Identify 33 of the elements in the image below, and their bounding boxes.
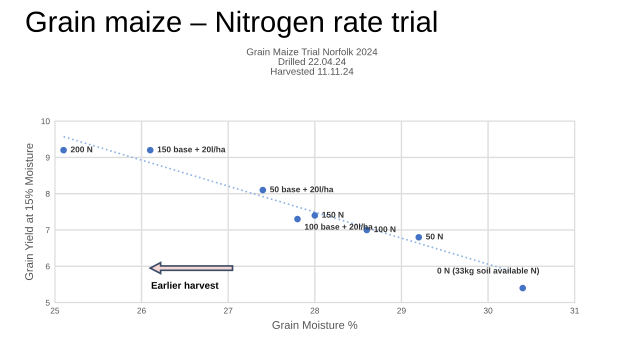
x-tick-label: 29: [397, 308, 406, 314]
annotation: 100 N: [374, 226, 396, 232]
x-tick-label: 30: [484, 308, 492, 314]
chart-title: Grain maize – Nitrogen rate trial: [26, 10, 436, 38]
y-tick-label: 7: [46, 227, 50, 234]
x-tick-label: 26: [137, 308, 146, 314]
annotation: 100 base + 20l/ha: [304, 224, 373, 230]
x-tick-label: 28: [310, 308, 320, 314]
chart-subtitle: Grain Maize Trial Norfolk 2024 Drilled 22.04.24 Harvested 11.11.24: [246, 48, 378, 75]
y-tick-label: 5: [46, 300, 50, 306]
y-tick-label: 6: [46, 263, 50, 270]
x-tick-label: 31: [570, 308, 579, 314]
y-axis-title: Grain Yield at 15% Moisture: [24, 143, 34, 280]
annotation: 50 base + 20l/ha: [270, 186, 334, 192]
point: [519, 284, 526, 292]
annotation: Earlier harvest: [152, 282, 219, 289]
x-axis-title: Grain Moisture %: [272, 320, 358, 329]
y-tick-label: 10: [41, 118, 50, 124]
point: [146, 146, 154, 154]
point: [415, 234, 422, 241]
point: [312, 212, 318, 219]
point: [260, 186, 266, 194]
y-tick-label: 8: [46, 190, 50, 197]
annotation: 0 N (33kg soil available N): [437, 267, 539, 276]
annotation: 200 N: [70, 146, 92, 152]
annotation: 150 N: [322, 212, 344, 218]
point: [60, 146, 67, 154]
y-tick-label: 9: [46, 154, 50, 160]
x-tick-label: 25: [50, 308, 60, 314]
annotation: 50 N: [426, 234, 443, 240]
point: [294, 216, 301, 222]
annotation: 150 base + 20l/ha: [158, 146, 226, 152]
x-tick-label: 27: [224, 308, 232, 314]
